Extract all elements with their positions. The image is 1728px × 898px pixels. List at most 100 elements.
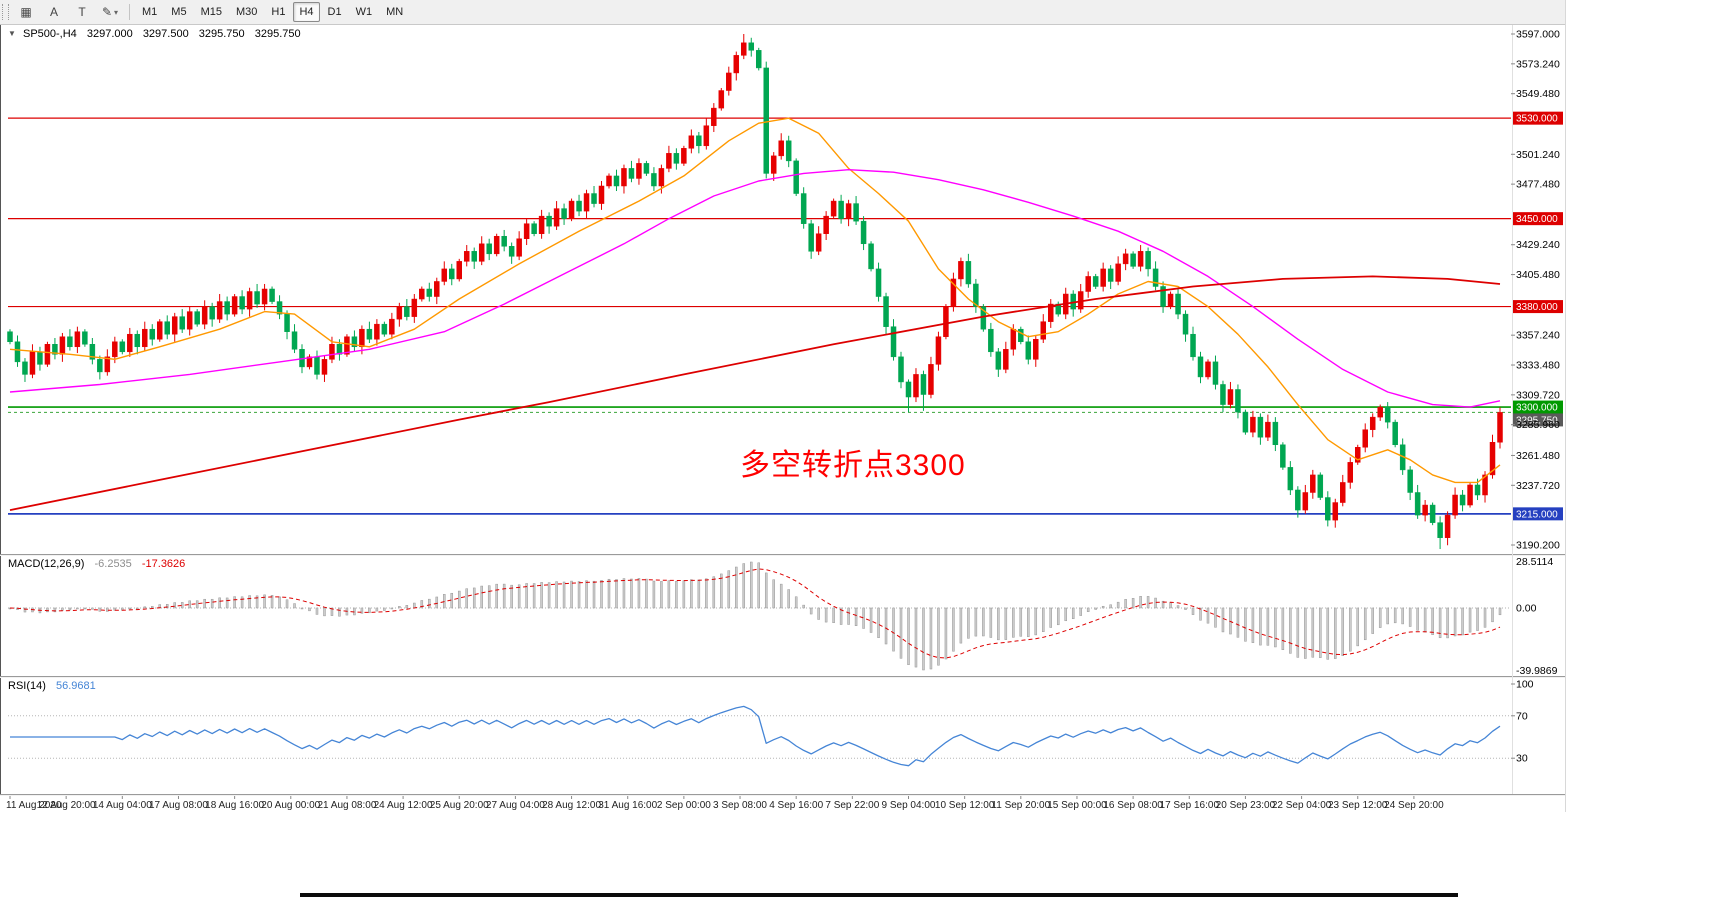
time-axis-label: 17 Aug 08:00 xyxy=(149,800,208,811)
time-axis-label: 24 Sep 20:00 xyxy=(1384,800,1444,811)
time-axis-label: 18 Aug 16:00 xyxy=(205,800,264,811)
svg-text:3450.000: 3450.000 xyxy=(1516,214,1558,225)
timeframe-button-H4[interactable]: H4 xyxy=(293,2,320,22)
svg-text:3357.240: 3357.240 xyxy=(1516,330,1560,342)
price-badge-3215.000 xyxy=(1513,507,1563,521)
ma-medium-line xyxy=(9,168,1501,408)
svg-text:3300.000: 3300.000 xyxy=(1516,403,1558,414)
time-axis-label: 23 Sep 12:00 xyxy=(1328,800,1388,811)
draw-tool-icon[interactable]: ✎ ▾ xyxy=(101,5,119,19)
ohlc-open: 3297.000 xyxy=(86,28,133,40)
rsi-axis-label: 30 xyxy=(1516,753,1528,765)
macd-axis-label: -39.9869 xyxy=(1516,665,1558,677)
svg-text:3501.240: 3501.240 xyxy=(1516,149,1560,161)
time-axis-label: 25 Aug 20:00 xyxy=(430,800,489,811)
svg-text:3215.000: 3215.000 xyxy=(1516,509,1558,520)
time-axis-label: 11 Sep 20:00 xyxy=(991,800,1050,811)
svg-text:3549.480: 3549.480 xyxy=(1516,88,1560,100)
rsi-title: RSI(14) xyxy=(8,680,46,692)
timeframe-button-M30[interactable]: M30 xyxy=(235,6,258,18)
timeframe-button-M15[interactable]: M15 xyxy=(200,6,222,18)
chart-grid-icon[interactable]: ▦ xyxy=(20,5,32,19)
price-badge-3530.000 xyxy=(1513,111,1563,125)
timeframe-button-MN[interactable]: MN xyxy=(386,6,404,18)
time-axis-label: 3 Sep 08:00 xyxy=(713,800,767,811)
time-axis-label: 20 Sep 23:00 xyxy=(1216,800,1276,811)
rsi-value: 56.9681 xyxy=(55,680,96,692)
timeframe-button-D1[interactable]: D1 xyxy=(327,6,342,18)
time-axis-label: 21 Aug 08:00 xyxy=(317,800,376,811)
svg-text:3477.480: 3477.480 xyxy=(1516,179,1560,191)
price-badge-3380.000 xyxy=(1513,300,1563,314)
svg-text:3530.000: 3530.000 xyxy=(1516,114,1558,125)
svg-text:3237.720: 3237.720 xyxy=(1516,480,1560,492)
ma-fast-line xyxy=(9,117,1501,484)
svg-text:3573.240: 3573.240 xyxy=(1516,58,1560,70)
timeframe-button-H1[interactable]: H1 xyxy=(271,6,286,18)
candlestick-series xyxy=(7,34,1503,550)
time-axis-label: 10 Sep 12:00 xyxy=(935,800,995,811)
bottom-bar xyxy=(300,893,1458,897)
ohlc-close: 3295.750 xyxy=(254,28,301,40)
svg-text:3405.480: 3405.480 xyxy=(1516,269,1560,281)
time-axis-label: 16 Sep 08:00 xyxy=(1103,800,1163,811)
macd-header: MACD(12,26,9) -6.2535 -17.3626 xyxy=(8,558,185,570)
time-axis-label: 15 Sep 00:00 xyxy=(1047,800,1107,811)
time-axis-label: 24 Aug 12:00 xyxy=(374,800,433,811)
price-axis-labels: 3597.000 3573.240 3549.480 3501.240 3477.480… xyxy=(1511,29,1560,552)
time-axis-label: 12 Aug 20:00 xyxy=(37,800,96,811)
svg-text:3333.480: 3333.480 xyxy=(1516,360,1560,372)
timeframe-button-M1[interactable]: M1 xyxy=(142,6,158,18)
macd-signal-value: -17.3626 xyxy=(141,558,186,570)
font-a-icon[interactable]: A xyxy=(49,5,58,19)
rsi-line xyxy=(10,705,1501,767)
time-axis-label: 7 Sep 22:00 xyxy=(825,800,879,811)
svg-text:3261.480: 3261.480 xyxy=(1516,450,1560,462)
chart-ohlc-header: ▼ SP500-,H4 3297.000 3297.500 3295.750 3… xyxy=(8,28,301,40)
macd-title: MACD(12,26,9) xyxy=(8,558,85,570)
symbol-period-label: SP500-,H4 xyxy=(22,28,77,40)
macd-histogram xyxy=(8,561,1502,671)
time-axis-label: 27 Aug 04:00 xyxy=(486,800,545,811)
window-right-edge xyxy=(1565,0,1566,812)
svg-text:3380.000: 3380.000 xyxy=(1516,302,1558,313)
macd-axis-label: 28.5114 xyxy=(1516,556,1553,568)
svg-text:3285.960: 3285.960 xyxy=(1516,419,1560,431)
ma-slow-line xyxy=(9,275,1501,511)
macd-axis-label: 0.00 xyxy=(1516,602,1537,614)
time-axis-label: 2 Sep 00:00 xyxy=(657,800,711,811)
macd-main-value: -6.2535 xyxy=(94,558,132,570)
toolbar: ▦ A T ✎ ▾ M1 M5 M15 M30 H1 H4 D1 W1 MN xyxy=(0,0,1565,25)
time-axis-label: 4 Sep 16:00 xyxy=(769,800,823,811)
price-badge-3300.000 xyxy=(1513,400,1563,414)
svg-text:3295.750: 3295.750 xyxy=(1516,415,1558,426)
time-axis-label: 20 Aug 00:00 xyxy=(261,800,320,811)
horizontal-level-lines[interactable]: 3530.000 3450.000 3380.000 3300.000 3215.000 xyxy=(8,111,1563,521)
svg-text:3597.000: 3597.000 xyxy=(1516,29,1560,41)
svg-text:3190.200: 3190.200 xyxy=(1516,540,1560,552)
chart-annotation-text[interactable]: 多空转折点3300 xyxy=(740,449,966,482)
macd-signal-line xyxy=(9,568,1501,659)
rsi-header: RSI(14) 56.9681 xyxy=(8,680,96,692)
timeframe-button-M5[interactable]: M5 xyxy=(171,6,187,18)
time-axis-label: 11 Aug 2020 xyxy=(6,800,62,811)
svg-text:3309.720: 3309.720 xyxy=(1516,389,1560,401)
time-axis-label: 9 Sep 04:00 xyxy=(882,800,936,811)
chart-shift-icon: ▼ xyxy=(8,29,16,38)
svg-text:3429.240: 3429.240 xyxy=(1516,239,1560,251)
time-axis-label: 17 Sep 16:00 xyxy=(1160,800,1220,811)
time-axis-label: 22 Sep 04:00 xyxy=(1272,800,1332,811)
time-axis-label: 14 Aug 04:00 xyxy=(93,800,152,811)
text-label-icon[interactable]: T xyxy=(78,5,86,19)
toolbar-separator xyxy=(129,4,130,20)
time-axis-label: 31 Aug 16:00 xyxy=(598,800,657,811)
ohlc-low: 3295.750 xyxy=(198,28,245,40)
toolbar-grip[interactable] xyxy=(2,4,9,20)
current-price-badge xyxy=(1513,413,1563,427)
timeframe-button-W1[interactable]: W1 xyxy=(355,6,373,18)
price-badge-3450.000 xyxy=(1513,212,1563,226)
timeframe-button-group: M1 M5 M15 M30 H1 H4 D1 W1 MN xyxy=(135,2,410,22)
